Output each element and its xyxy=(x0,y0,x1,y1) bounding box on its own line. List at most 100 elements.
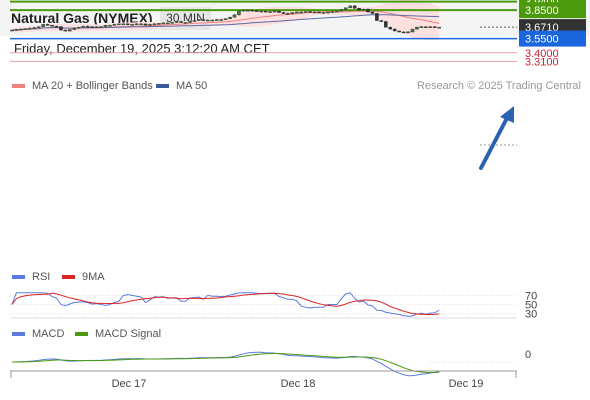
candle xyxy=(375,12,379,21)
candle-body-up xyxy=(14,29,19,31)
candle-body-up xyxy=(419,26,424,28)
candle-body-up xyxy=(348,5,353,8)
candle-body-up xyxy=(170,22,175,24)
candle-body-up xyxy=(68,29,72,32)
candle xyxy=(352,5,357,9)
macd-panel: 0 xyxy=(11,349,531,377)
candle-body-down xyxy=(54,26,59,28)
level-tag-label: 3.4000 xyxy=(525,48,559,60)
candle-body-up xyxy=(223,18,228,20)
candle-body-down xyxy=(179,21,183,23)
candle xyxy=(281,11,286,15)
candle xyxy=(192,19,197,22)
candle xyxy=(321,11,326,14)
candle-body-down xyxy=(308,11,312,13)
candle xyxy=(81,25,85,28)
candle xyxy=(45,23,50,26)
candle xyxy=(410,28,415,33)
candle xyxy=(59,25,63,31)
rsi-line xyxy=(11,292,440,317)
x-axis-label: Dec 17 xyxy=(112,378,147,390)
candle-body-up xyxy=(116,23,121,26)
instrument-title: Natural Gas (NYMEX) xyxy=(11,10,153,26)
rsi-swatch xyxy=(12,275,25,279)
candle xyxy=(130,23,134,26)
level-tag-t1: 3.4000 xyxy=(525,48,559,60)
x-axis: Dec 17 Dec 18 Dec 19 xyxy=(10,370,517,390)
legend-ma50: MA 50 xyxy=(156,80,207,92)
candle-body-up xyxy=(246,9,250,12)
candle xyxy=(32,26,37,29)
candle-body-down xyxy=(277,10,281,13)
candle-body-down xyxy=(59,26,63,31)
candle xyxy=(401,31,406,34)
candle-body-down xyxy=(432,26,437,28)
candle xyxy=(112,23,117,26)
candle xyxy=(357,7,361,11)
candle xyxy=(241,9,246,12)
legend-rsi-ma-label: 9MA xyxy=(82,271,105,283)
candle-body-up xyxy=(415,27,419,30)
candle-body-up xyxy=(295,11,299,14)
level-tag-s1: 3.5500 xyxy=(519,30,586,47)
candle-body-down xyxy=(250,9,255,12)
candle xyxy=(10,29,14,32)
candle-body-up xyxy=(335,10,339,13)
candle-body-up xyxy=(428,26,433,28)
candle-body-up xyxy=(192,20,197,22)
candle xyxy=(94,26,99,29)
candle xyxy=(50,24,54,27)
candle xyxy=(286,12,290,15)
macd-signal-swatch xyxy=(75,332,88,336)
candle-body-down xyxy=(317,11,321,14)
macd-signal-line xyxy=(12,353,440,373)
candle xyxy=(268,10,272,13)
level-tag-box xyxy=(519,2,586,19)
candle xyxy=(219,18,223,21)
candle xyxy=(263,10,268,13)
candle xyxy=(23,28,28,30)
candle xyxy=(121,23,126,26)
candle xyxy=(406,31,410,34)
level-tag-label: 3.8500 xyxy=(525,5,559,17)
legend-ma50-label: MA 50 xyxy=(176,80,208,92)
candle xyxy=(437,26,442,29)
candle xyxy=(330,11,335,13)
legend-macd-signal-label: MACD Signal xyxy=(95,328,162,340)
candle-body-up xyxy=(303,11,308,13)
level-tag-label: 3.5500 xyxy=(525,34,559,46)
candle-body-up xyxy=(339,9,344,12)
level-tag-r1: 3.8500 xyxy=(519,2,586,19)
candle-body-down xyxy=(125,23,130,26)
candle xyxy=(85,25,90,28)
candle-body-up xyxy=(134,23,139,26)
candle xyxy=(428,26,433,28)
candle-body-up xyxy=(272,10,277,13)
rsi-tick-label: 70 xyxy=(525,291,537,303)
candle xyxy=(361,8,366,11)
candle-body-up xyxy=(157,23,161,25)
candle xyxy=(201,19,206,22)
candle xyxy=(125,23,130,26)
research-credit: Research © 2025 Trading Central xyxy=(416,80,581,92)
candle-body-down xyxy=(263,10,268,13)
macd-line xyxy=(11,351,440,377)
candle xyxy=(419,25,424,28)
candle xyxy=(214,19,219,21)
candle xyxy=(68,29,72,32)
candle xyxy=(348,5,353,9)
candle xyxy=(161,22,166,25)
macd-zero-label: 0 xyxy=(525,349,531,361)
candle xyxy=(432,25,437,28)
candle-body-up xyxy=(241,9,246,12)
legend-macd: MACD xyxy=(12,328,64,340)
candle xyxy=(228,16,232,20)
candle xyxy=(197,19,201,21)
candle-body-up xyxy=(197,19,201,21)
candle-body-up xyxy=(165,22,170,25)
candle-body-up xyxy=(36,26,41,28)
candle-body-up xyxy=(32,27,37,29)
candle-body-up xyxy=(41,24,45,27)
x-axis-label: Dec 18 xyxy=(281,378,316,390)
level-tag-t2: 3.3100 xyxy=(525,56,559,68)
